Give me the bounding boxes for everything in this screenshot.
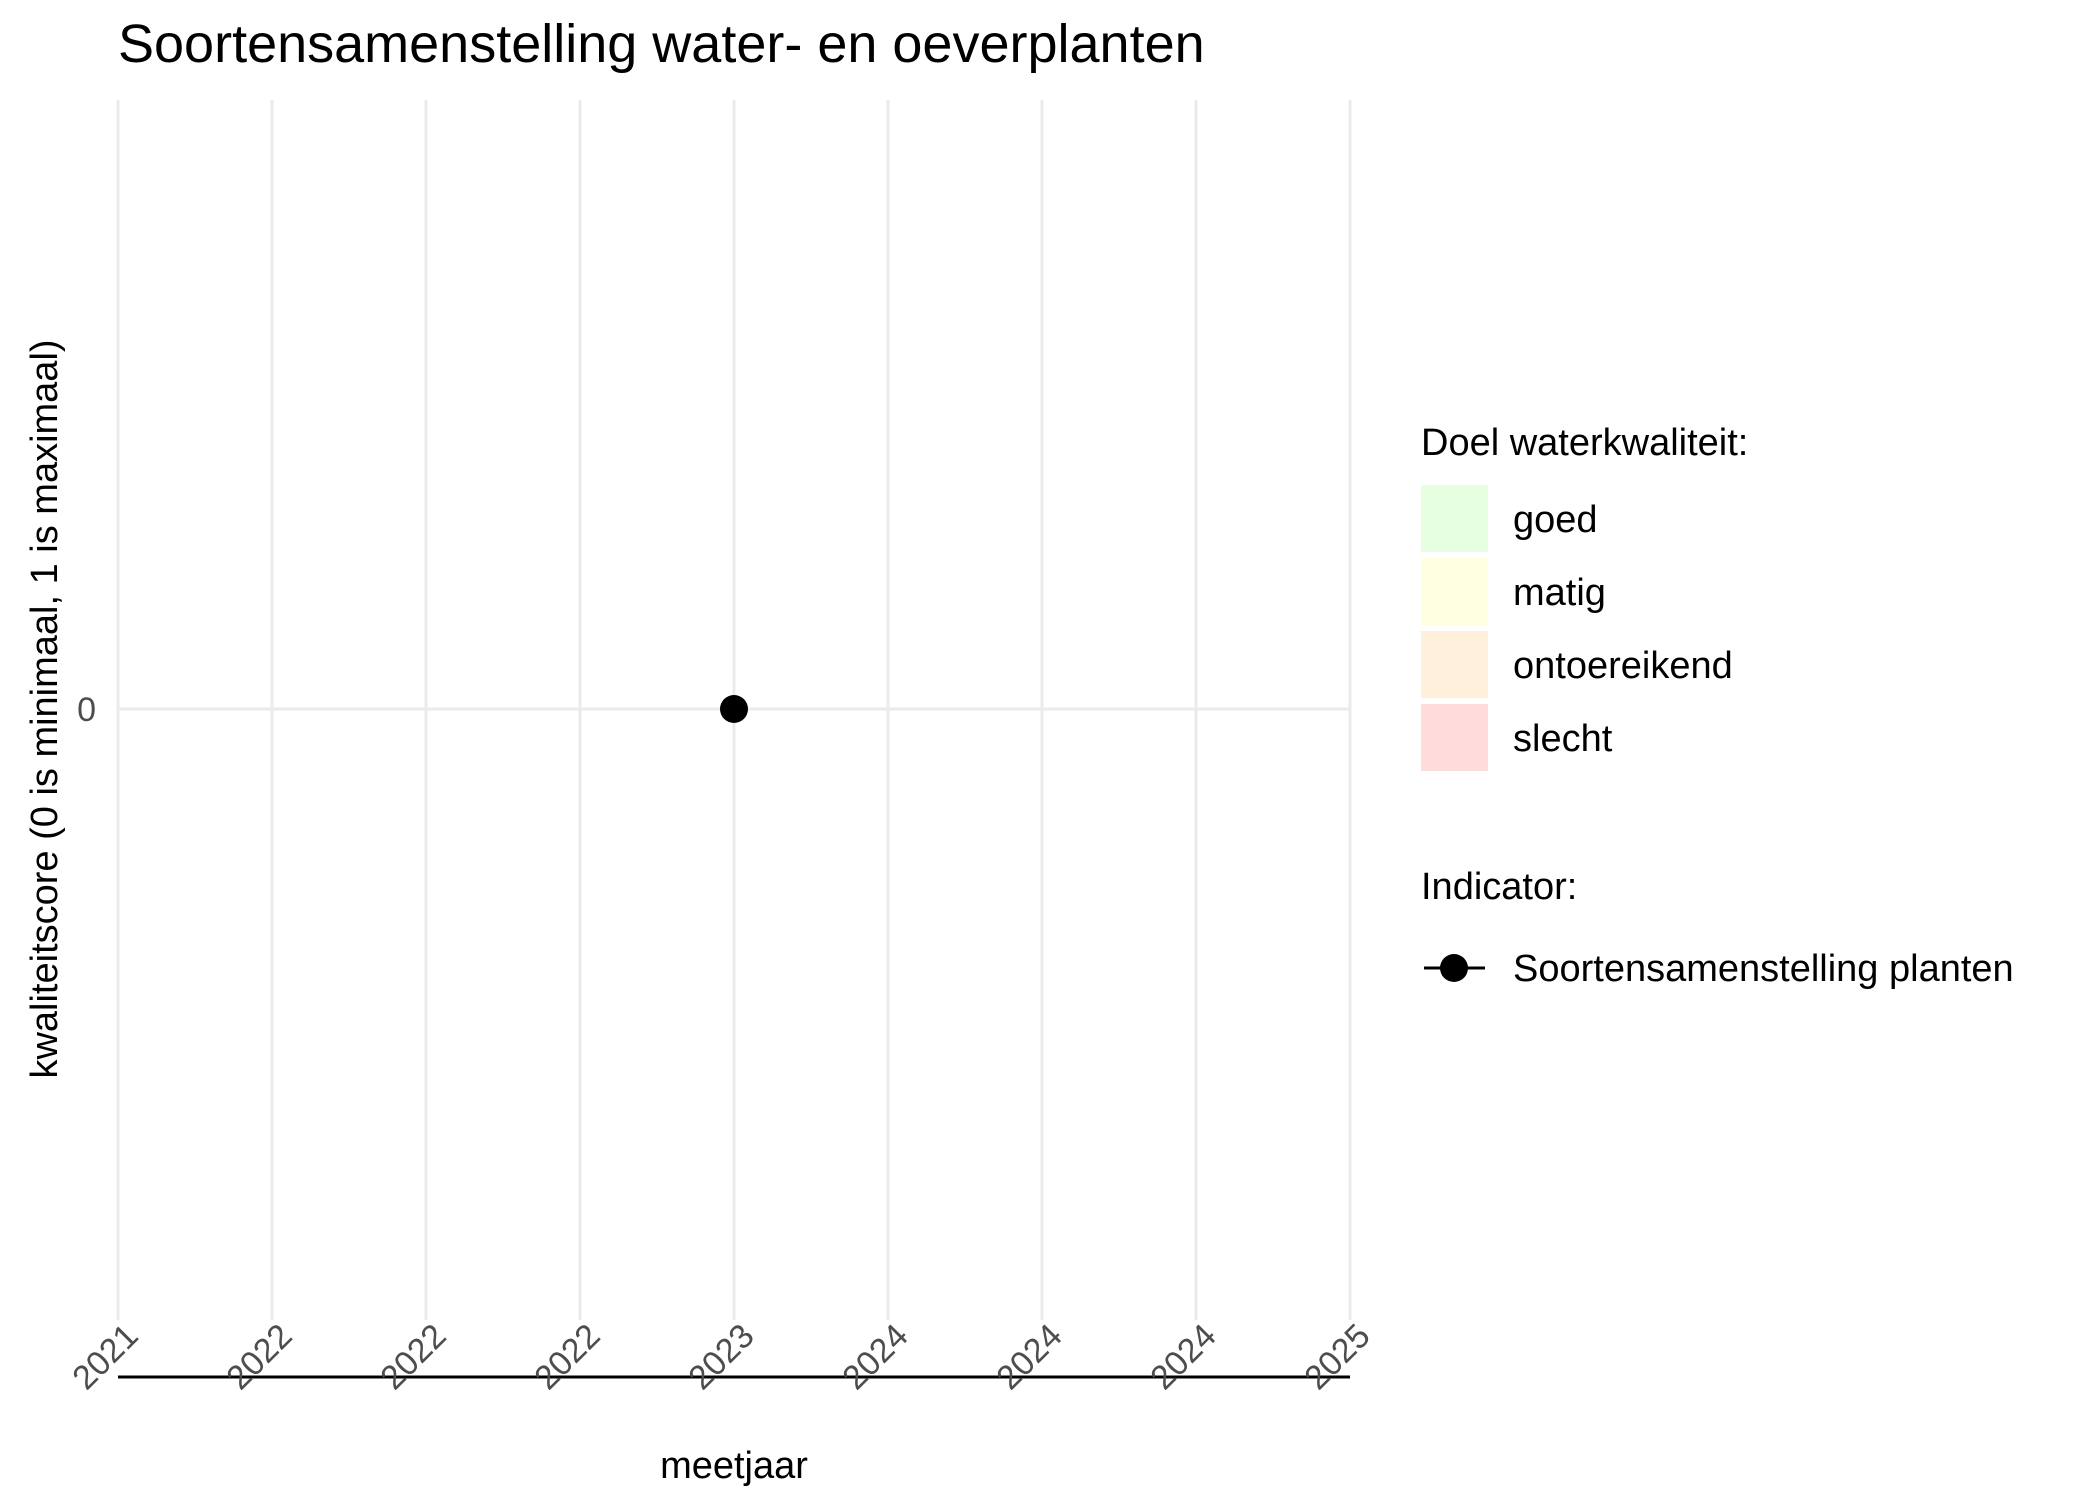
x-tick-label: 2022 [373, 1317, 453, 1397]
legend: Doel waterkwaliteit: goed matig ontoereike… [1421, 422, 2014, 990]
x-tick-label: 2024 [989, 1317, 1069, 1397]
x-tick-label: 2024 [835, 1317, 915, 1397]
x-tick-label: 2025 [1297, 1317, 1377, 1397]
data-point [720, 695, 748, 723]
legend-indicator-label: Soortensamenstelling planten [1513, 948, 2014, 990]
y-tick-label: 0 [77, 691, 96, 729]
legend-indicator-title: Indicator: [1421, 866, 1577, 908]
legend-label-ontoereikend: ontoereikend [1513, 645, 1733, 687]
y-tick-labels: 0 [77, 691, 96, 729]
legend-label-matig: matig [1513, 572, 1606, 614]
chart-title: Soortensamenstelling water- en oeverplan… [118, 14, 1205, 74]
legend-indicator-point [1440, 954, 1468, 982]
data-points [720, 695, 748, 723]
x-tick-label: 2024 [1143, 1317, 1223, 1397]
legend-label-goed: goed [1513, 499, 1598, 541]
legend-swatch-slecht [1421, 704, 1488, 771]
legend-fill-title: Doel waterkwaliteit: [1421, 422, 1748, 464]
legend-indicator-items: Soortensamenstelling planten [1424, 948, 2014, 990]
legend-swatch-ontoereikend [1421, 631, 1488, 698]
x-tick-labels: 2021 2022 2022 2022 2023 2024 2024 2024 2025 [65, 1317, 1377, 1397]
x-axis-title: meetjaar [660, 1445, 808, 1487]
y-axis-title: kwaliteitscore (0 is minimaal, 1 is maxi… [24, 339, 66, 1078]
x-tick-label: 2023 [681, 1317, 761, 1397]
legend-swatch-goed [1421, 485, 1488, 552]
legend-swatch-matig [1421, 558, 1488, 625]
legend-fill-items: goed matig ontoereikend slecht [1421, 485, 1733, 771]
legend-label-slecht: slecht [1513, 718, 1613, 760]
x-tick-label: 2022 [219, 1317, 299, 1397]
x-tick-label: 2021 [65, 1317, 145, 1397]
x-tick-label: 2022 [527, 1317, 607, 1397]
